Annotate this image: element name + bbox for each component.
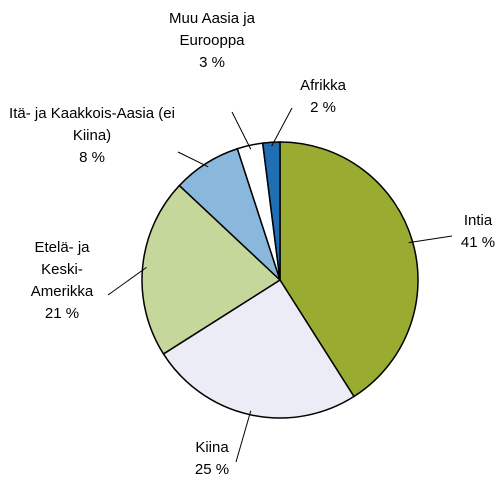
value-label: 2 % [310,99,336,116]
category-label: Intia [463,212,493,229]
pie-slice [261,141,281,281]
leader-line [107,266,147,296]
slice-label: Afrikka 2 % [283,75,363,119]
leader-line [231,111,252,150]
pie-slice [279,141,419,398]
leader-line [271,107,293,147]
value-label: 25 % [194,461,230,478]
pie-slice [141,184,282,355]
category-label: Etelä- ja Keski-Amerikka [30,239,94,300]
slice-label: Etelä- ja Keski-Amerikka 21 % [17,237,107,325]
slice-label: Intia 41 % [443,210,502,254]
leader-line [408,235,453,244]
category-label: Afrikka [300,77,346,94]
value-label: 3 % [199,54,225,71]
leader-line [177,151,209,168]
slice-label: Muu Aasia ja Eurooppa 3 % [137,8,287,74]
category-label: Kiina [195,439,229,456]
slice-label: Kiina 25 % [177,437,247,481]
value-label: 41 % [460,234,496,251]
leader-line [235,410,252,463]
value-label: 8 % [79,149,105,166]
value-label: 21 % [44,305,80,322]
category-label: Muu Aasia ja Eurooppa [169,10,255,49]
category-label: Itä- ja Kaakkois-Aasia (ei Kiina) [9,105,175,144]
slice-label: Itä- ja Kaakkois-Aasia (ei Kiina) 8 % [7,103,177,169]
